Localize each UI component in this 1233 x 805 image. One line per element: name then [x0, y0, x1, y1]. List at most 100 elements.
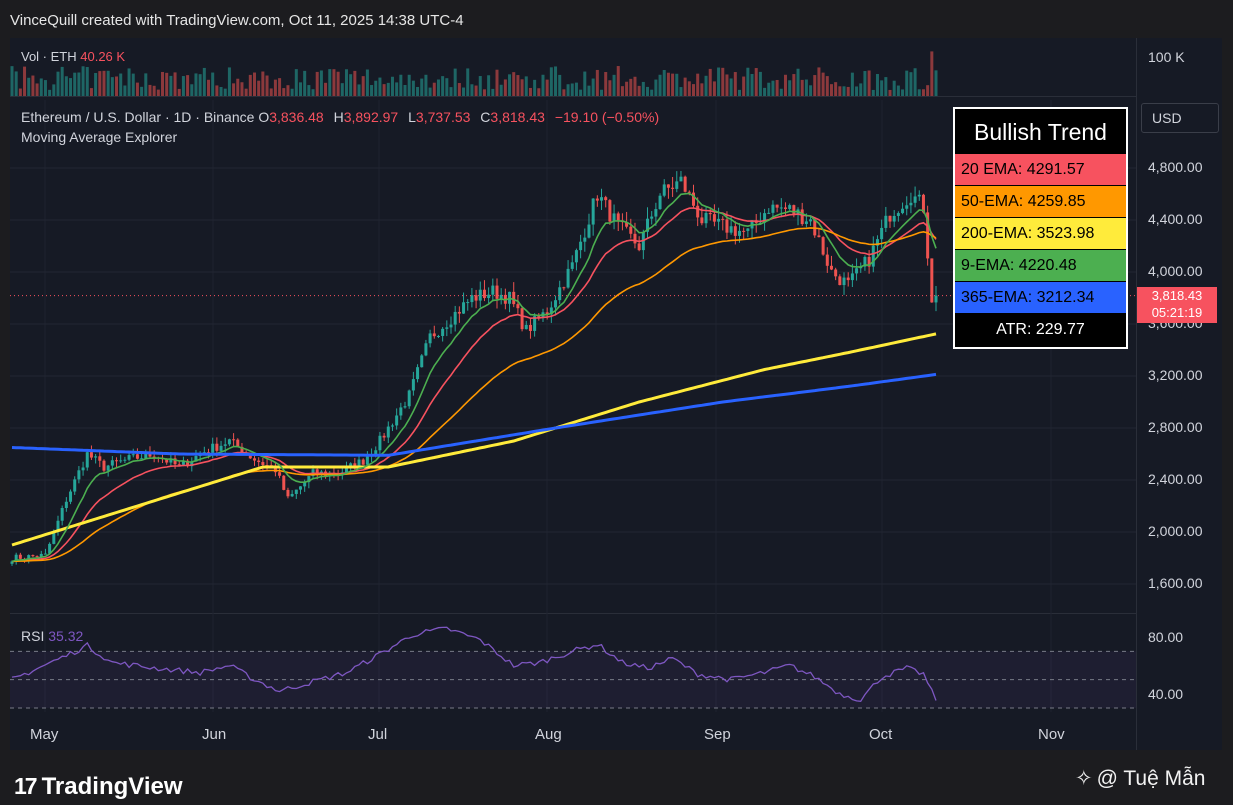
candle	[566, 268, 570, 288]
volume-bar	[298, 82, 302, 96]
candle	[783, 207, 787, 209]
volume-bar	[102, 70, 106, 96]
candle	[39, 553, 43, 558]
volume-bar	[579, 89, 583, 96]
volume-bar	[846, 86, 850, 96]
candle	[921, 194, 925, 213]
volume-bar	[888, 89, 892, 96]
candle	[424, 343, 428, 356]
volume-bar	[708, 68, 712, 96]
symbol-title[interactable]: Ethereum / U.S. Dollar · 1D · Binance	[21, 109, 255, 125]
candle	[574, 250, 578, 263]
candle	[232, 439, 236, 441]
indicator-label[interactable]: Moving Average Explorer	[21, 129, 178, 145]
volume-bar	[867, 70, 871, 96]
candle	[604, 197, 608, 201]
volume-bar	[18, 88, 22, 96]
bullish-trend-legend: Bullish Trend 20 EMA: 4291.57 50-EMA: 42…	[953, 107, 1128, 349]
candle	[303, 482, 307, 487]
volume-bar	[365, 69, 369, 96]
volume-bar	[512, 72, 516, 96]
volume-bar	[207, 79, 211, 96]
volume-bar	[750, 73, 754, 96]
currency-button[interactable]: USD	[1141, 103, 1219, 133]
candle	[18, 554, 22, 559]
volume-bar	[771, 80, 775, 96]
volume-bar	[424, 74, 428, 96]
top-bar: VinceQuill created with TradingView.com,…	[0, 0, 1233, 44]
volume-bar	[98, 71, 102, 96]
volume-bar	[838, 86, 842, 96]
volume-bar	[930, 51, 934, 96]
candle	[696, 205, 700, 218]
volume-bar	[77, 72, 81, 96]
volume-bar	[165, 72, 169, 96]
candle	[135, 454, 139, 459]
ohlc-close: 3,818.43	[490, 109, 545, 125]
volume-bar	[340, 83, 344, 96]
volume-bar	[871, 89, 875, 96]
volume-bar	[700, 83, 704, 96]
candle	[89, 452, 93, 458]
volume-bar	[43, 80, 47, 96]
candle	[896, 213, 900, 216]
volume-bar	[737, 89, 741, 96]
candle	[700, 217, 704, 224]
candle	[662, 184, 666, 196]
volume-bar	[863, 71, 867, 96]
candle	[629, 226, 633, 234]
candle	[608, 200, 612, 222]
candle	[315, 469, 319, 475]
candle	[855, 268, 859, 274]
volume-bar	[629, 78, 633, 96]
candle	[77, 470, 81, 480]
volume-bar	[620, 86, 624, 96]
candle	[257, 460, 261, 463]
volume-bar	[712, 81, 716, 96]
volume-bar	[307, 85, 311, 96]
volume-bar	[257, 80, 261, 96]
volume-bar	[875, 74, 879, 96]
diamond-logo-icon: ✧	[1075, 767, 1093, 790]
candle	[737, 230, 741, 236]
candle	[545, 312, 549, 315]
volume-bar	[286, 85, 290, 96]
candle	[487, 294, 491, 299]
candle	[637, 243, 641, 251]
candle	[537, 316, 541, 318]
candle	[901, 208, 905, 214]
volume-bar	[687, 81, 691, 96]
volume-bar	[591, 78, 595, 96]
candle	[834, 269, 838, 277]
candle	[278, 472, 282, 476]
volume-bar	[671, 73, 675, 96]
volume-bar	[273, 79, 277, 96]
candle	[528, 324, 532, 331]
candle	[863, 256, 867, 267]
candle	[846, 277, 850, 281]
candle	[792, 205, 796, 215]
volume-bar	[186, 75, 190, 96]
candle	[85, 452, 89, 468]
volume-bar	[315, 71, 319, 96]
volume-bar	[704, 75, 708, 96]
volume-bar	[721, 67, 725, 96]
ema-line-20-ema	[11, 207, 937, 563]
candle	[411, 379, 415, 391]
volume-bar	[261, 71, 265, 96]
candle	[211, 443, 215, 453]
volume-bar	[265, 75, 269, 96]
volume-bar	[855, 86, 859, 96]
candle	[654, 209, 658, 217]
tradingview-logo[interactable]: 17 TradingView	[14, 773, 183, 801]
volume-bar	[123, 85, 127, 96]
volume-bar	[303, 70, 307, 96]
volume-bar	[767, 82, 771, 96]
volume-bar	[658, 74, 662, 96]
candle	[115, 460, 119, 462]
volume-bar	[474, 85, 478, 96]
candle	[261, 462, 265, 466]
legend-ema9: 9-EMA: 4220.48	[955, 249, 1126, 281]
candle	[775, 204, 779, 208]
